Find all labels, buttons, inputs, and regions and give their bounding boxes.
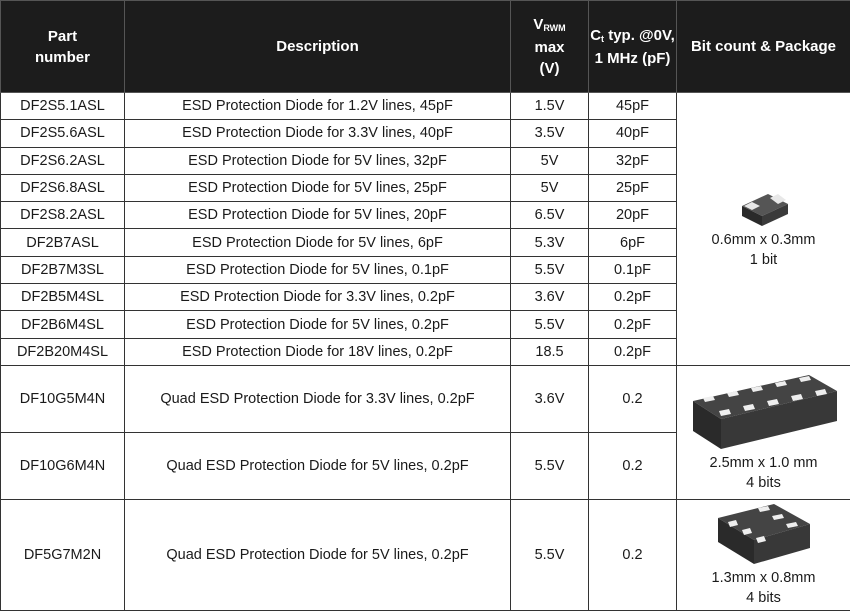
table-row: DF2S6.8ASL ESD Protection Diode for 5V li…: [0, 173, 850, 203]
table-row: DF2B7M3SL ESD Protection Diode for 5V lin…: [0, 255, 850, 285]
ct-value: 6pF: [588, 228, 677, 257]
10-pin-chip-package-icon: [692, 375, 837, 450]
ct-value: 0.2pF: [588, 310, 677, 339]
part-number: DF2B6M4SL: [0, 310, 125, 339]
ct-value: 0.2: [588, 498, 677, 611]
description: ESD Protection Diode for 5V lines, 25pF: [124, 173, 511, 203]
ct-value: 40pF: [588, 119, 677, 148]
table-row: DF10G6M4N Quad ESD Protection Diode for 5…: [0, 431, 850, 500]
table-row: DF2S8.2ASL ESD Protection Diode for 5V li…: [0, 201, 850, 230]
description: ESD Protection Diode for 5V lines, 0.2pF: [124, 310, 511, 339]
vrwm-value: 5V: [510, 146, 589, 175]
part-number: DF2B5M4SL: [0, 283, 125, 312]
vrwm-value: 5.3V: [510, 228, 589, 257]
description: Quad ESD Protection Diode for 5V lines, …: [124, 431, 511, 500]
package-size: 1.3mm x 0.8mm: [711, 569, 816, 586]
vrwm-value: 3.6V: [510, 364, 589, 433]
vrwm-value: 5.5V: [510, 431, 589, 500]
ct-rest: typ. @0V, 1 MHz (pF): [594, 26, 675, 67]
table-row: DF2S6.2ASL ESD Protection Diode for 5V li…: [0, 146, 850, 175]
ct-value: 20pF: [588, 201, 677, 230]
ct-value: 0.2pF: [588, 337, 677, 366]
table-row: DF10G5M4N Quad ESD Protection Diode for 3…: [0, 364, 850, 500]
part-number: DF2S6.8ASL: [0, 173, 125, 203]
bit-count: 4 bits: [746, 589, 781, 606]
package-size: 2.5mm x 1.0 mm: [709, 455, 818, 472]
vrwm-subscript: RWM: [543, 23, 566, 33]
vrwm-value: 1.5V: [510, 91, 589, 121]
header-part-number: Part number: [0, 0, 125, 93]
table-row: DF2B6M4SL ESD Protection Diode for 5V lin…: [0, 310, 850, 339]
description: Quad ESD Protection Diode for 5V lines, …: [124, 498, 511, 611]
description: ESD Protection Diode for 5V lines, 0.1pF: [124, 255, 511, 285]
ct-value: 32pF: [588, 146, 677, 175]
description: ESD Protection Diode for 5V lines, 32pF: [124, 146, 511, 175]
ct-value: 45pF: [588, 91, 677, 121]
ct-value: 25pF: [588, 173, 677, 203]
table-row: DF5G7M2N Quad ESD Protection Diode for 5V…: [0, 498, 850, 611]
package-cell: 0.6mm x 0.3mm 1 bit: [676, 92, 850, 366]
part-number: DF2S5.1ASL: [0, 91, 125, 121]
vrwm-rest: max (V): [534, 39, 565, 77]
vrwm-value: 6.5V: [510, 201, 589, 230]
vrwm-value: 5.5V: [510, 255, 589, 285]
ct-value: 0.2pF: [588, 283, 677, 312]
description: ESD Protection Diode for 5V lines, 6pF: [124, 228, 511, 257]
vrwm-value: 5.5V: [510, 498, 589, 611]
vrwm-value: 3.6V: [510, 283, 589, 312]
part-number: DF2B20M4SL: [0, 337, 125, 366]
part-number: DF2S5.6ASL: [0, 119, 125, 148]
ct-subscript: t: [601, 33, 605, 44]
vrwm-value: 5V: [510, 173, 589, 203]
package-cell: 2.5mm x 1.0 mm 4 bits: [676, 364, 850, 500]
description: ESD Protection Diode for 3.3V lines, 40p…: [124, 119, 511, 148]
ct-symbol: C: [590, 26, 602, 44]
table-row: DF2B7ASL ESD Protection Diode for 5V line…: [0, 228, 850, 257]
header-vrwm: VRWM max (V): [510, 0, 589, 93]
vrwm-value: 5.5V: [510, 310, 589, 339]
package-cell: 1.3mm x 0.8mm 4 bits: [676, 498, 850, 611]
bit-count: 1 bit: [749, 251, 778, 268]
header-ct: Ct typ. @0V, 1 MHz (pF): [588, 0, 677, 93]
description: ESD Protection Diode for 3.3V lines, 0.2…: [124, 283, 511, 312]
bit-count: 4 bits: [746, 475, 781, 492]
table-row: DF2S5.1ASL ESD Protection Diode for 1.2V …: [0, 91, 850, 366]
part-number: DF2B7M3SL: [0, 255, 125, 285]
vrwm-value: 18.5: [510, 337, 589, 366]
ct-value: 0.2: [588, 431, 677, 500]
description: ESD Protection Diode for 5V lines, 20pF: [124, 201, 511, 230]
header-description: Description: [124, 0, 511, 93]
part-number: DF5G7M2N: [0, 498, 125, 611]
vrwm-value: 3.5V: [510, 119, 589, 148]
part-number: DF2S6.2ASL: [0, 146, 125, 175]
part-number: DF2S8.2ASL: [0, 201, 125, 230]
table-row: DF2B20M4SL ESD Protection Diode for 18V l…: [0, 337, 850, 366]
part-number: DF2B7ASL: [0, 228, 125, 257]
header-package: Bit count & Package: [676, 0, 850, 93]
vrwm-symbol: V: [533, 16, 544, 33]
header-row: Part number Description VRWM max (V) Ct t…: [0, 0, 850, 93]
table-row: DF2B5M4SL ESD Protection Diode for 3.3V l…: [0, 283, 850, 312]
description: Quad ESD Protection Diode for 3.3V lines…: [124, 364, 511, 433]
package-size: 0.6mm x 0.3mm: [711, 231, 816, 248]
ct-value: 0.2: [588, 364, 677, 433]
description: ESD Protection Diode for 18V lines, 0.2p…: [124, 337, 511, 366]
part-number: DF10G5M4N: [0, 364, 125, 433]
part-number: DF10G6M4N: [0, 431, 125, 500]
6-pin-chip-package-icon: [717, 503, 810, 564]
2-pin-chip-package-icon: [741, 193, 788, 226]
description: ESD Protection Diode for 1.2V lines, 45p…: [124, 91, 511, 121]
ct-value: 0.1pF: [588, 255, 677, 285]
